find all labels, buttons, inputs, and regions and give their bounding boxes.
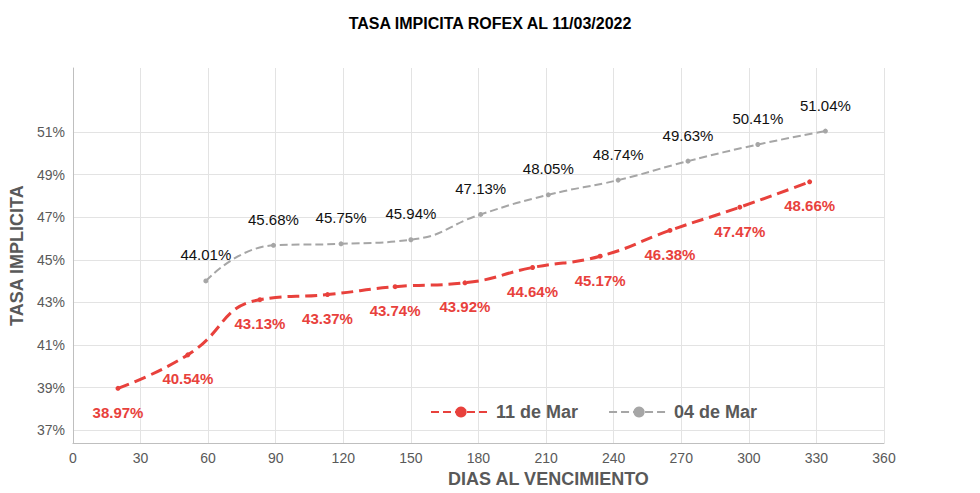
svg-text:37%: 37%	[37, 422, 65, 438]
svg-text:47%: 47%	[37, 209, 65, 225]
svg-text:44.64%: 44.64%	[507, 283, 558, 300]
svg-text:51%: 51%	[37, 124, 65, 140]
svg-text:180: 180	[467, 450, 491, 466]
svg-text:120: 120	[332, 450, 356, 466]
svg-text:300: 300	[737, 450, 761, 466]
svg-text:90: 90	[268, 450, 284, 466]
svg-text:43.37%: 43.37%	[302, 310, 353, 327]
svg-text:45.17%: 45.17%	[575, 272, 626, 289]
svg-text:48.05%: 48.05%	[523, 160, 574, 177]
svg-text:360: 360	[872, 450, 896, 466]
svg-text:51.04%: 51.04%	[800, 97, 851, 114]
svg-text:43.92%: 43.92%	[440, 298, 491, 315]
svg-text:DIAS AL VENCIMIENTO: DIAS AL VENCIMIENTO	[448, 469, 649, 489]
svg-text:240: 240	[602, 450, 626, 466]
svg-text:210: 210	[534, 450, 558, 466]
svg-text:40.54%: 40.54%	[162, 370, 213, 387]
svg-text:47.13%: 47.13%	[455, 180, 506, 197]
svg-text:43.74%: 43.74%	[370, 302, 421, 319]
svg-text:48.66%: 48.66%	[784, 197, 835, 214]
svg-text:04 de Mar: 04 de Mar	[674, 402, 757, 422]
svg-text:45.68%: 45.68%	[248, 211, 299, 228]
svg-text:TASA IMPICITA ROFEX AL 11/03/2: TASA IMPICITA ROFEX AL 11/03/2022	[349, 15, 632, 32]
svg-text:0: 0	[69, 450, 77, 466]
svg-text:43%: 43%	[37, 294, 65, 310]
svg-text:49%: 49%	[37, 167, 65, 183]
svg-text:45.94%: 45.94%	[385, 205, 436, 222]
svg-text:330: 330	[805, 450, 829, 466]
svg-text:30: 30	[133, 450, 149, 466]
svg-text:38.97%: 38.97%	[93, 404, 144, 421]
svg-text:50.41%: 50.41%	[732, 110, 783, 127]
svg-text:41%: 41%	[37, 337, 65, 353]
svg-text:43.13%: 43.13%	[234, 315, 285, 332]
svg-text:60: 60	[200, 450, 216, 466]
svg-text:150: 150	[399, 450, 423, 466]
svg-text:48.74%: 48.74%	[593, 146, 644, 163]
svg-text:49.63%: 49.63%	[663, 127, 714, 144]
svg-text:270: 270	[670, 450, 694, 466]
svg-text:11 de Mar: 11 de Mar	[496, 402, 578, 422]
svg-text:47.47%: 47.47%	[714, 223, 765, 240]
svg-text:39%: 39%	[37, 380, 65, 396]
svg-text:45%: 45%	[37, 252, 65, 268]
svg-text:44.01%: 44.01%	[180, 246, 231, 263]
svg-text:46.38%: 46.38%	[645, 246, 696, 263]
svg-text:45.75%: 45.75%	[316, 209, 367, 226]
svg-text:TASA IMPLICITA: TASA IMPLICITA	[7, 185, 27, 326]
